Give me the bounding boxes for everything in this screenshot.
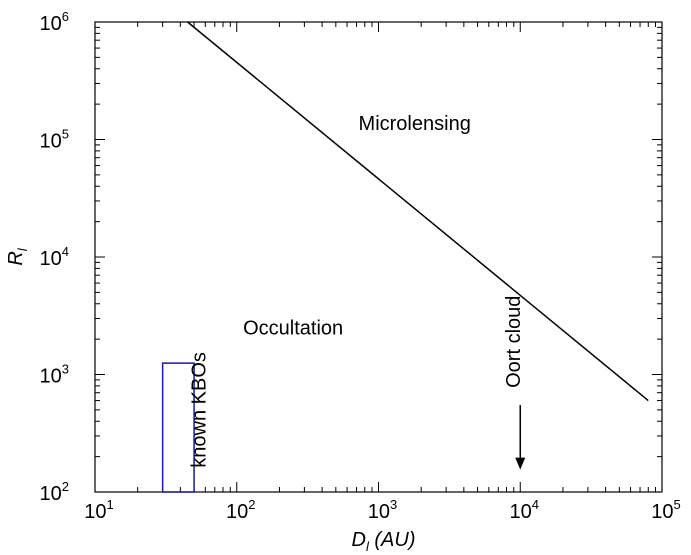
y-tick-label: 106 [40, 9, 69, 35]
annotation-known-kbos: known KBOs [188, 352, 210, 468]
boundary-line-0 [187, 21, 649, 402]
annotation-occultation: Occultation [243, 317, 343, 339]
y-tick-label: 102 [40, 479, 69, 505]
x-tick-label: 105 [651, 497, 680, 523]
plot-area: 101 102 103 104 105 102 103 104 105 106 Dl (AU) Rl M… [5, 9, 681, 554]
plot-frame [94, 21, 663, 493]
y-tick-label: 105 [40, 127, 69, 153]
x-tick-label: 104 [510, 497, 539, 523]
y-tick-label: 103 [40, 362, 69, 388]
annotation-oort-cloud: Oort cloud [503, 296, 525, 388]
oort-arrow-head [515, 457, 526, 470]
kbo-region-box [161, 362, 195, 493]
x-tick-label: 102 [226, 497, 255, 523]
x-tick-label: 101 [84, 497, 113, 523]
y-tick-label: 104 [40, 244, 69, 270]
y-axis-title: Rl [5, 247, 30, 265]
annotation-microlensing: Microlensing [359, 113, 471, 135]
x-axis-title: Dl (AU) [351, 529, 415, 554]
x-tick-label: 103 [368, 497, 397, 523]
